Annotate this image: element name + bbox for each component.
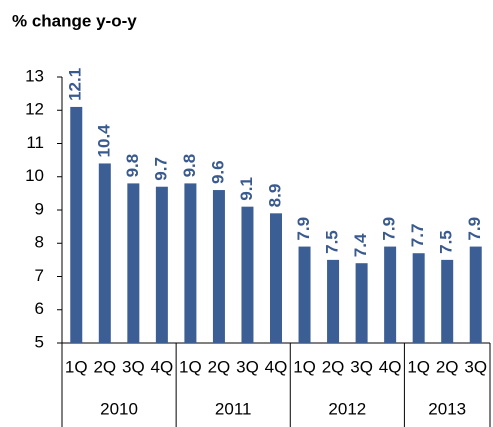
bar (127, 183, 140, 343)
bar (98, 163, 111, 343)
value-label: 9.6 (208, 160, 227, 184)
bar (241, 206, 254, 343)
group-label: 2010 (100, 399, 138, 418)
chart-title: % change y-o-y (12, 11, 137, 30)
y-tick-label: 11 (26, 133, 44, 152)
bar (469, 246, 482, 343)
y-tick-label: 8 (35, 233, 44, 252)
value-label: 7.9 (380, 217, 399, 241)
bar (155, 186, 168, 343)
x-tick-label: 1Q (65, 357, 88, 376)
x-tick-label: 4Q (265, 357, 288, 376)
value-label: 7.4 (351, 233, 370, 257)
y-tick-label: 10 (25, 166, 44, 185)
value-label: 10.4 (94, 124, 113, 158)
value-label: 7.5 (323, 230, 342, 254)
x-tick-label: 2Q (322, 357, 345, 376)
group-label: 2013 (428, 399, 466, 418)
x-tick-label: 3Q (122, 357, 145, 376)
group-label: 2012 (328, 399, 366, 418)
x-tick-label: 3Q (350, 357, 373, 376)
x-tick-label: 3Q (464, 357, 487, 376)
value-label: 9.8 (180, 154, 199, 178)
group-label: 2011 (215, 399, 252, 418)
y-tick-label: 12 (25, 100, 44, 119)
y-tick-label: 7 (35, 266, 44, 285)
value-label: 7.7 (408, 224, 427, 248)
x-tick-label: 2Q (208, 357, 231, 376)
x-tick-label: 3Q (236, 357, 259, 376)
value-label: 9.1 (237, 177, 256, 201)
value-label: 7.9 (294, 217, 313, 241)
y-tick-label: 6 (35, 299, 44, 318)
bar (298, 246, 311, 343)
value-label: 7.9 (465, 217, 484, 241)
x-tick-label: 1Q (293, 357, 316, 376)
bar (441, 259, 454, 343)
value-label: 8.9 (265, 184, 284, 208)
bar (355, 263, 368, 343)
x-tick-label: 1Q (407, 357, 430, 376)
x-tick-label: 4Q (379, 357, 402, 376)
y-tick-label: 13 (25, 66, 44, 85)
y-tick-label: 9 (35, 199, 44, 218)
value-label: 12.1 (66, 68, 85, 101)
value-label: 9.7 (151, 157, 170, 181)
bar (212, 190, 225, 343)
y-tick-label: 5 (35, 332, 44, 351)
x-tick-label: 2Q (436, 357, 459, 376)
x-tick-label: 2Q (93, 357, 116, 376)
bar (412, 253, 425, 343)
bar (384, 246, 397, 343)
bar (327, 259, 340, 343)
value-label: 7.5 (437, 230, 456, 254)
bar (70, 106, 83, 343)
x-tick-label: 4Q (151, 357, 174, 376)
x-tick-label: 1Q (179, 357, 202, 376)
bar (270, 213, 282, 343)
bar (184, 183, 197, 343)
value-label: 9.8 (123, 154, 142, 178)
